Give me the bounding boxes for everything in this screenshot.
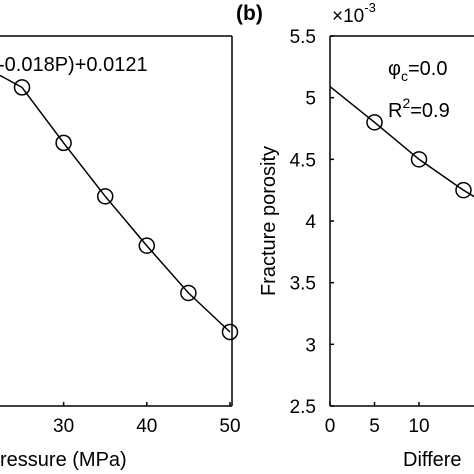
panel-b-point <box>455 181 472 199</box>
panel-a-x-tick-label: 40 <box>136 416 157 437</box>
panel-a-point <box>13 79 31 96</box>
panel-b-y-tick-label: 2.5 <box>290 397 316 418</box>
panel-b-x-ticks: 0 5 10 <box>325 402 430 437</box>
panel-b-points <box>366 114 472 199</box>
panel-b-annotation-r2: R2=0.9 <box>388 95 450 122</box>
panel-b-x-tick-label: 0 <box>325 416 336 437</box>
panel-a-fit-curve <box>0 74 231 333</box>
panel-a-x-ticks: 30 40 50 <box>53 402 241 437</box>
panel-b-y-axis-label: Fracture porosity <box>258 146 280 296</box>
panel-b-y-ticks: 2.5 3 3.5 4 4.5 5 5.5 <box>290 27 334 418</box>
panel-b-x-tick-label: 5 <box>369 416 380 437</box>
panel-b-fit-curve <box>329 86 474 198</box>
panel-b-y-exponent: ×10-3 <box>332 0 376 27</box>
panel-b-point <box>366 114 383 131</box>
panel-a-points <box>13 79 239 341</box>
panel-a-point <box>138 237 156 254</box>
panel-a-x-axis-label: ressure (MPa) <box>0 449 127 471</box>
panel-b-point <box>410 151 428 168</box>
panel-b-label: (b) <box>236 2 263 25</box>
panel-b-y-tick-label: 3.5 <box>290 274 316 295</box>
panel-b-y-tick-label: 4 <box>305 212 316 233</box>
panel-a-point <box>180 284 197 302</box>
panel-a-point <box>221 323 239 341</box>
panel-b-y-tick-label: 4.5 <box>290 150 316 171</box>
panel-a-x-tick-label: 30 <box>53 416 74 437</box>
panel-a: 30 40 50 -0.018P)+0.0121 ressure (MPa) <box>0 35 241 471</box>
panel-a-point <box>55 134 72 152</box>
panel-a-x-tick-label: 50 <box>219 416 240 437</box>
panel-a-annotation: -0.018P)+0.0121 <box>0 54 148 76</box>
panel-b-annotation-phi: φc=0.0 <box>388 58 447 84</box>
panel-b-y-tick-label: 5 <box>305 89 316 110</box>
panel-b-x-tick-label: 10 <box>408 416 429 437</box>
panel-b: (b) ×10-3 2.5 3 3.5 4 4.5 5 5.5 0 5 10 Fracture … <box>236 0 474 471</box>
panel-b-y-tick-label: 3 <box>305 335 316 356</box>
panel-b-x-axis-label: Differe <box>403 449 462 471</box>
panel-a-point <box>96 188 114 205</box>
panel-b-y-tick-label: 5.5 <box>290 27 316 48</box>
